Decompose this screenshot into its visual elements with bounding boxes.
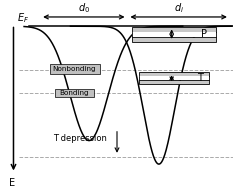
Bar <box>132 32 216 37</box>
Bar <box>55 89 94 97</box>
Bar <box>139 76 209 80</box>
Bar <box>139 72 209 76</box>
Bar <box>50 64 99 74</box>
Text: T: T <box>197 73 203 83</box>
Text: P: P <box>201 29 207 39</box>
Bar <box>132 27 216 32</box>
Text: T depression: T depression <box>53 134 107 143</box>
Text: Bonding: Bonding <box>60 90 89 96</box>
Bar <box>132 37 216 42</box>
Text: $d_i$: $d_i$ <box>174 2 184 15</box>
Bar <box>139 80 209 84</box>
Text: E: E <box>9 178 15 188</box>
Text: $d_0$: $d_0$ <box>78 2 90 15</box>
Text: Nonbonding: Nonbonding <box>53 66 96 72</box>
Text: $E_F$: $E_F$ <box>17 12 29 25</box>
